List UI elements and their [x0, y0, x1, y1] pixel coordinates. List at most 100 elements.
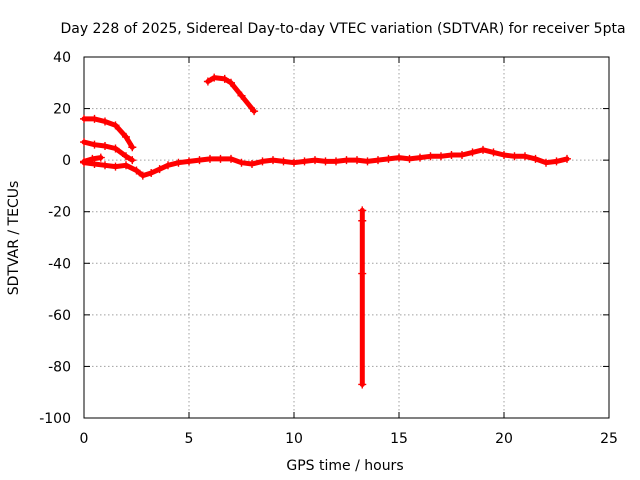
data-point	[521, 152, 529, 161]
data-point	[447, 150, 456, 159]
data-point	[203, 77, 212, 86]
series-upper-arc-2	[80, 138, 137, 165]
data-point	[342, 156, 351, 165]
y-tick-label: -20	[48, 205, 71, 221]
series-outliers	[358, 206, 367, 389]
data-point	[563, 154, 571, 163]
data-point	[101, 161, 109, 170]
grid	[84, 57, 609, 418]
y-tick-label: -100	[39, 411, 71, 427]
chart-title: Day 228 of 2025, Sidereal Day-to-day VTE…	[60, 21, 625, 37]
y-tick-label: -40	[48, 256, 71, 272]
y-tick-label: -60	[48, 308, 71, 324]
data-point	[237, 91, 246, 100]
data-point	[353, 156, 361, 165]
y-tick-label: 40	[53, 50, 71, 66]
data-point	[542, 158, 550, 167]
x-tick-label: 10	[285, 431, 303, 447]
data-point	[111, 121, 120, 130]
data-point	[290, 158, 298, 167]
y-tick-label: 0	[62, 153, 71, 169]
data-point	[250, 107, 259, 116]
data-point	[122, 152, 130, 161]
data-point	[210, 73, 219, 82]
data-point	[416, 153, 424, 162]
x-tick-label: 15	[390, 431, 408, 447]
data-point	[88, 154, 97, 163]
series-main-trace	[80, 145, 571, 180]
data-point	[174, 158, 183, 167]
data-point	[132, 166, 141, 175]
data-point	[164, 161, 172, 170]
data-point	[321, 157, 330, 166]
x-tick-label: 0	[80, 431, 89, 447]
data-point	[358, 216, 367, 225]
data-point	[138, 171, 147, 180]
data-point	[300, 157, 309, 166]
x-tick-label: 25	[600, 431, 618, 447]
data-point	[155, 165, 164, 174]
data-point	[358, 206, 367, 215]
data-point	[101, 141, 109, 150]
data-point	[216, 154, 225, 163]
data-point	[437, 152, 445, 161]
y-tick-labels: -100 -80 -60 -40 -20 0 20 40	[39, 50, 71, 427]
data-point	[111, 144, 120, 153]
data-point	[279, 157, 288, 166]
data-point	[128, 143, 137, 152]
data-point	[147, 169, 156, 178]
data-point	[90, 114, 99, 123]
data-point	[237, 158, 246, 167]
data-point	[363, 157, 372, 166]
data-point	[374, 156, 382, 165]
axis-ticks	[83, 56, 610, 419]
data-point	[248, 160, 256, 169]
data-point	[395, 153, 403, 162]
data-point	[195, 156, 204, 165]
data-point	[80, 114, 88, 123]
x-tick-label: 5	[185, 431, 194, 447]
data-point	[269, 156, 277, 165]
series-layer	[80, 73, 571, 389]
data-point	[111, 162, 120, 171]
series-upper-arc-1	[80, 114, 137, 152]
data-point	[80, 138, 88, 147]
x-tick-labels: 0 5 10 15 20 25	[80, 431, 618, 447]
data-point	[96, 153, 105, 162]
data-point	[122, 132, 130, 141]
y-tick-label: 20	[53, 102, 71, 118]
data-point	[206, 154, 214, 163]
data-point	[101, 117, 109, 126]
x-axis-title: GPS time / hours	[286, 458, 403, 474]
data-point	[489, 148, 498, 157]
data-point	[468, 148, 477, 157]
data-point	[500, 150, 508, 159]
series-small-wiggle	[80, 153, 105, 166]
data-point	[90, 140, 99, 149]
data-point	[90, 160, 99, 169]
data-point	[458, 150, 466, 159]
plot-frame	[83, 56, 610, 419]
data-point	[531, 154, 540, 163]
data-point	[332, 157, 340, 166]
data-point	[479, 145, 487, 154]
series-high-arc	[203, 73, 259, 116]
data-point	[384, 154, 393, 163]
data-point	[426, 152, 435, 161]
data-point	[510, 152, 519, 161]
data-point	[311, 156, 319, 165]
data-point	[220, 74, 229, 83]
y-axis-title: SDTVAR / TECUs	[6, 181, 22, 296]
data-point	[358, 380, 367, 389]
data-point	[552, 157, 561, 166]
data-point	[80, 157, 88, 166]
data-point	[358, 269, 367, 278]
data-point	[227, 154, 235, 163]
data-point	[122, 161, 130, 170]
data-point	[405, 154, 414, 163]
x-tick-label: 20	[495, 431, 513, 447]
data-point	[128, 156, 137, 165]
data-point	[227, 78, 235, 87]
data-point	[258, 157, 267, 166]
